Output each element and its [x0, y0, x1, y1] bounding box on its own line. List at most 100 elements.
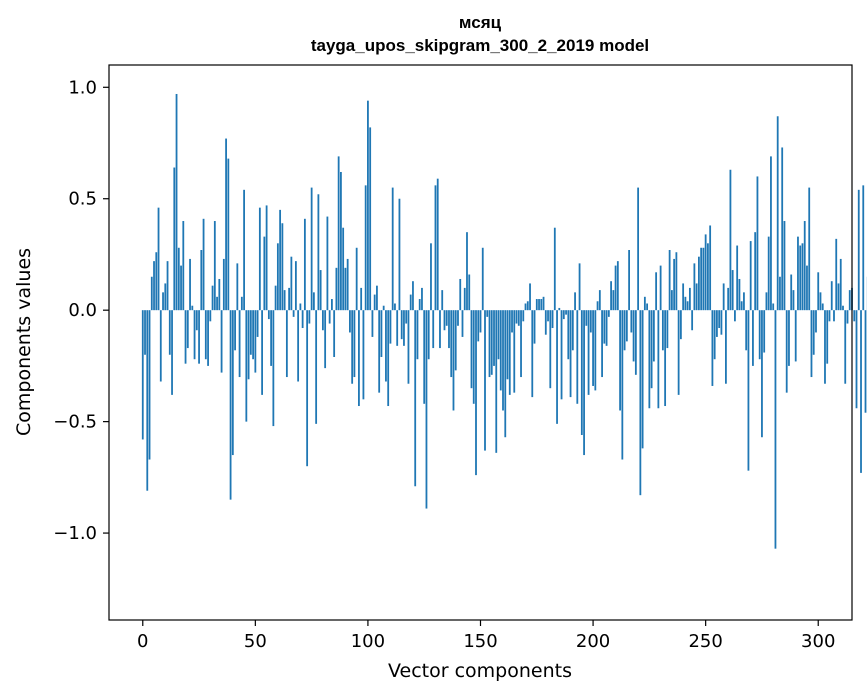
bar [538, 299, 540, 311]
bar [490, 310, 493, 375]
bar [184, 310, 187, 364]
bar [725, 310, 727, 384]
y-axis: 1.0 0.5 0.0 −0.5 −1.0 [53, 77, 109, 544]
bar [585, 310, 588, 326]
bar [722, 283, 725, 311]
bar [623, 310, 626, 351]
bar [718, 310, 721, 329]
bar [155, 252, 158, 311]
bar [815, 310, 817, 333]
bar [229, 310, 232, 500]
bar [441, 290, 444, 311]
bar [396, 310, 399, 346]
x-axis-label: Vector components [388, 660, 572, 682]
bar [695, 283, 698, 311]
bar [367, 100, 369, 311]
bar [202, 218, 205, 311]
bar [256, 310, 259, 337]
bar [281, 223, 284, 311]
bar [177, 247, 180, 311]
bar [612, 290, 615, 311]
bar [279, 209, 282, 311]
bar [817, 272, 820, 311]
bar [362, 310, 365, 400]
bar [704, 234, 707, 311]
bar [601, 310, 603, 378]
bar [394, 303, 396, 311]
bar [659, 265, 662, 311]
bar [371, 310, 374, 337]
bar [520, 310, 522, 378]
bar [481, 247, 484, 311]
bar [488, 310, 491, 378]
bar [828, 310, 831, 322]
bar [285, 310, 288, 378]
y-tick-label: −0.5 [53, 412, 97, 433]
y-tick-label: 0.0 [68, 300, 97, 321]
bar [547, 310, 549, 322]
y-tick-label: −1.0 [53, 523, 97, 544]
bar [294, 261, 297, 311]
bar [346, 258, 349, 311]
x-tick-label: 100 [351, 631, 385, 652]
bar [499, 310, 502, 391]
bar [763, 310, 766, 353]
bar [331, 299, 333, 311]
bar [837, 283, 840, 311]
bar [398, 198, 401, 311]
bar [380, 310, 383, 357]
bar [675, 252, 678, 311]
chart-title: мсяц [459, 13, 502, 32]
bar [736, 245, 739, 311]
bar [812, 310, 815, 355]
bar [673, 258, 676, 311]
bar [652, 310, 655, 362]
bar [148, 310, 151, 460]
bar [425, 310, 428, 509]
bar [533, 310, 536, 344]
bar [211, 285, 214, 311]
bar [400, 310, 403, 340]
bar [173, 167, 176, 311]
x-axis: 0 50 100 150 200 250 300 [137, 620, 835, 652]
bar [661, 310, 664, 351]
bar [540, 299, 543, 311]
bar [335, 267, 338, 311]
bar [754, 232, 757, 311]
bar [389, 310, 392, 344]
bar [731, 270, 734, 311]
bar [632, 310, 635, 362]
bar [344, 267, 347, 311]
bar [272, 310, 275, 427]
bar [716, 310, 718, 337]
bar [565, 310, 567, 315]
bar [668, 250, 671, 311]
bar [360, 287, 363, 311]
bar [625, 310, 628, 342]
bar [655, 272, 658, 311]
bar [772, 303, 775, 311]
bar [310, 187, 313, 311]
bar [855, 310, 858, 409]
bar [450, 310, 453, 378]
bar [414, 310, 417, 487]
bar [666, 310, 669, 349]
bar [470, 310, 473, 389]
bar [213, 221, 216, 311]
bar [515, 310, 518, 324]
bar [153, 261, 155, 311]
bar [506, 310, 509, 380]
bar [164, 283, 167, 311]
bar [558, 307, 561, 311]
bar [162, 292, 164, 311]
bar [261, 310, 263, 395]
bar [475, 310, 477, 476]
bar [423, 310, 426, 404]
bar [369, 127, 372, 311]
bar [231, 310, 234, 456]
bar [594, 310, 597, 391]
bar [781, 147, 784, 311]
x-tick-label: 300 [801, 631, 835, 652]
bar [686, 301, 689, 311]
bar [745, 310, 748, 351]
